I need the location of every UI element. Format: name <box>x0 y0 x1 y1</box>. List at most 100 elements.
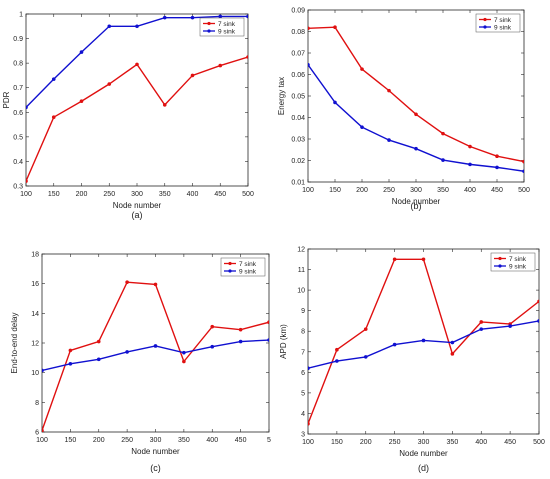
y-tick-label: 5 <box>301 390 305 397</box>
data-point <box>387 138 391 142</box>
x-tick-label: 150 <box>65 437 77 444</box>
y-tick-label: 0.03 <box>291 137 305 144</box>
data-point <box>42 428 44 432</box>
y-tick-label: 11 <box>298 267 305 274</box>
x-tick-label: 200 <box>93 437 105 444</box>
data-point <box>135 62 139 67</box>
x-tick-label: 100 <box>302 187 314 194</box>
data-point <box>51 115 56 119</box>
legend-label: 7 sink <box>509 256 527 263</box>
y-tick-label: 0.04 <box>291 115 305 122</box>
legend-marker <box>483 25 487 29</box>
data-point <box>190 15 195 20</box>
x-tick-label: 350 <box>447 439 459 446</box>
data-point <box>210 344 215 349</box>
data-point <box>363 355 368 359</box>
data-point <box>68 348 73 353</box>
panel-d: 100 150 200 250 300 350 400 450 500 3 4 5 6 7 8 9 10 11 12… <box>279 247 545 474</box>
legend-label: 7 sink <box>494 17 512 24</box>
x-tick-label: 250 <box>121 437 133 444</box>
data-point <box>107 24 112 29</box>
data-point <box>26 179 28 183</box>
data-point <box>414 112 418 117</box>
data-point <box>522 159 524 164</box>
y-tick-label: 0.7 <box>13 85 23 92</box>
y-tick-label: 0.05 <box>291 94 305 101</box>
data-point <box>26 105 28 110</box>
x-tick-label: 500 <box>533 439 545 446</box>
y-tick-label: 3 <box>301 432 305 439</box>
y-tick-label: 0.09 <box>291 8 305 15</box>
legend-label: 9 sink <box>239 268 257 275</box>
data-point <box>335 347 339 352</box>
y-tick-label: 0.4 <box>13 159 23 166</box>
series-red <box>42 280 269 432</box>
x-tick-label: 400 <box>187 191 199 198</box>
data-point <box>308 421 310 426</box>
x-tick-label: 400 <box>206 437 218 444</box>
data-point <box>267 338 269 342</box>
data-point <box>392 342 397 347</box>
data-point <box>238 327 243 332</box>
data-point <box>51 77 56 81</box>
series-red <box>308 25 524 164</box>
data-point <box>414 146 418 151</box>
x-tick-label: 250 <box>103 191 115 198</box>
y-tick-label: 0.07 <box>291 51 305 58</box>
x-tick-label: 5 <box>267 437 271 444</box>
x-axis-label: Node number <box>399 449 448 458</box>
y-tick-label: 9 <box>301 308 305 315</box>
data-point <box>387 88 391 93</box>
x-tick-label: 300 <box>131 191 143 198</box>
data-point <box>153 344 158 348</box>
y-tick-label: 4 <box>301 411 305 418</box>
x-tick-label: 200 <box>76 191 88 198</box>
panel-b: 100 150 200 250 300 350 400 450 500 0.01 0.02 0.03 0… <box>277 8 530 212</box>
y-tick-label: 0.01 <box>291 180 305 187</box>
x-tick-label: 300 <box>418 439 430 446</box>
data-point <box>363 327 368 331</box>
data-point <box>125 350 129 354</box>
panel-caption: (d) <box>418 463 429 473</box>
data-point <box>308 26 310 31</box>
x-tick-label: 450 <box>235 437 247 444</box>
legend-marker <box>483 17 487 22</box>
data-point <box>218 63 223 68</box>
y-tick-label: 18 <box>31 252 39 259</box>
data-point <box>153 282 158 287</box>
data-point <box>190 73 195 78</box>
data-point <box>450 340 455 345</box>
y-tick-label: 7 <box>301 349 305 356</box>
y-axis-label: End-to-end delay <box>10 313 19 374</box>
data-point <box>125 280 129 284</box>
x-axis-label: Node number <box>113 201 162 210</box>
data-point <box>162 15 167 20</box>
data-point <box>360 125 364 129</box>
data-point <box>135 24 139 29</box>
x-axis-label: Node number <box>392 197 441 206</box>
x-tick-label: 450 <box>504 439 516 446</box>
data-point <box>182 359 186 364</box>
panel-caption: (a) <box>132 210 143 220</box>
legend-marker <box>228 261 232 266</box>
legend-marker <box>228 269 232 273</box>
x-tick-label: 500 <box>242 191 254 198</box>
data-point <box>360 67 364 71</box>
data-point <box>495 154 499 158</box>
data-point <box>246 14 248 19</box>
data-point <box>479 327 484 331</box>
data-point <box>107 82 112 86</box>
legend-label: 9 sink <box>509 263 527 270</box>
legend-marker <box>498 256 502 261</box>
x-tick-label: 350 <box>159 191 171 198</box>
plot-frame <box>25 13 249 187</box>
data-point <box>79 99 84 104</box>
y-axis-label: PDR <box>2 91 11 108</box>
data-point <box>392 257 397 262</box>
y-tick-label: 6 <box>35 430 39 437</box>
x-tick-label: 150 <box>331 439 343 446</box>
x-tick-label: 350 <box>178 437 190 444</box>
